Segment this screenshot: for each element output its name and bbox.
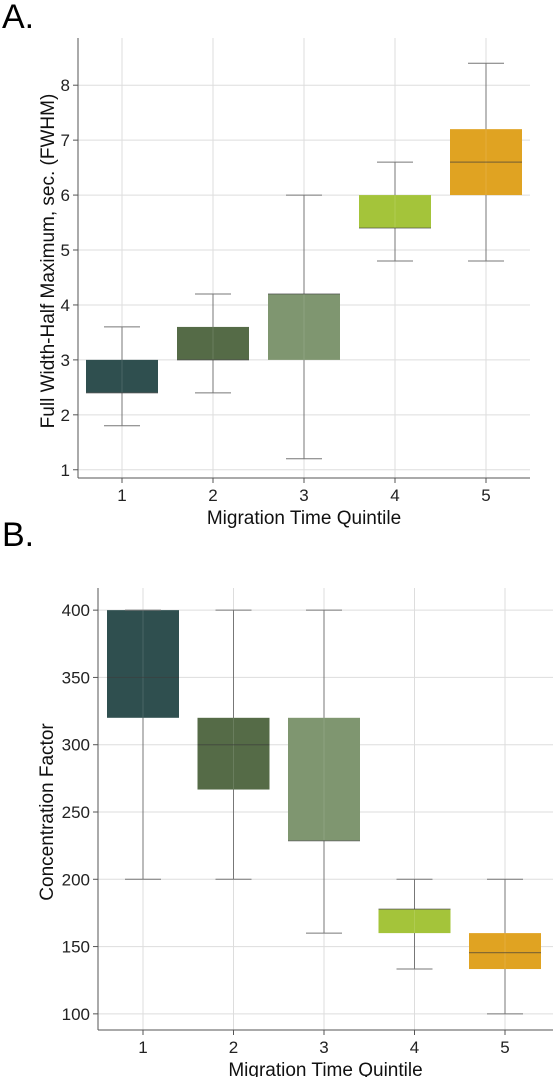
chart-b-xtick-label: 4 (410, 1038, 419, 1057)
chart-a-ytick-label: 5 (61, 241, 70, 260)
chart-a-box-4 (359, 195, 431, 229)
panel-b-label: B. (2, 516, 35, 554)
chart-b-box-1 (107, 610, 179, 718)
chart-b-box-2 (197, 717, 270, 790)
chart-b-box-3 (288, 717, 360, 841)
chart-a-y-axis-title: Full Width-Half Maximum, sec. (FWHM) (38, 94, 59, 429)
chart-b-y-axis-title: Concentration Factor (37, 723, 58, 901)
chart-b-ytick-label: 400 (62, 601, 90, 620)
chart-b-ytick-label: 200 (62, 870, 90, 889)
chart-b-ytick-label: 300 (62, 736, 90, 755)
chart-a-xtick-label: 3 (299, 486, 308, 505)
chart-a-ytick-label: 4 (61, 296, 70, 315)
chart-b-box-5 (469, 933, 541, 970)
chart-a-ytick-label: 7 (61, 131, 70, 150)
chart-a-ytick-label: 3 (61, 351, 70, 370)
chart-a-box-2 (177, 326, 249, 360)
chart-a-ytick-label: 1 (61, 461, 70, 480)
chart-b-xtick-label: 2 (229, 1038, 238, 1057)
chart-b-xtick-label: 1 (138, 1038, 147, 1057)
chart-b-ytick-label: 250 (62, 803, 90, 822)
chart-a-box-3 (268, 293, 340, 360)
chart-a-xtick-label: 2 (208, 486, 217, 505)
chart-a-ytick-label: 8 (61, 76, 70, 95)
panel-a-label: A. (2, 0, 35, 36)
chart-b-xtick-label: 3 (319, 1038, 328, 1057)
chart-b-ytick-label: 100 (62, 1005, 90, 1024)
chart-b-ytick-label: 350 (62, 668, 90, 687)
chart-b-box-4 (378, 909, 451, 934)
chart-a-ytick-label: 2 (61, 406, 70, 425)
chart-b-x-axis-title: Migration Time Quintile (228, 1060, 422, 1077)
chart-a-x-axis-title: Migration Time Quintile (207, 508, 401, 529)
chart-a-ytick-label: 6 (61, 186, 70, 205)
chart-a-xtick-label: 1 (117, 486, 126, 505)
chart-a-xtick-label: 5 (481, 486, 490, 505)
chart-a-box-1 (86, 359, 158, 393)
chart-b-xtick-label: 5 (500, 1038, 509, 1057)
chart-a-fwhm-boxplot: 1 2 3 4 5 6 7 8 1 2 3 4 5 Migration Time Quintile Full… (38, 38, 530, 529)
chart-a-xtick-label: 4 (390, 486, 399, 505)
chart-b-ytick-label: 150 (62, 938, 90, 957)
